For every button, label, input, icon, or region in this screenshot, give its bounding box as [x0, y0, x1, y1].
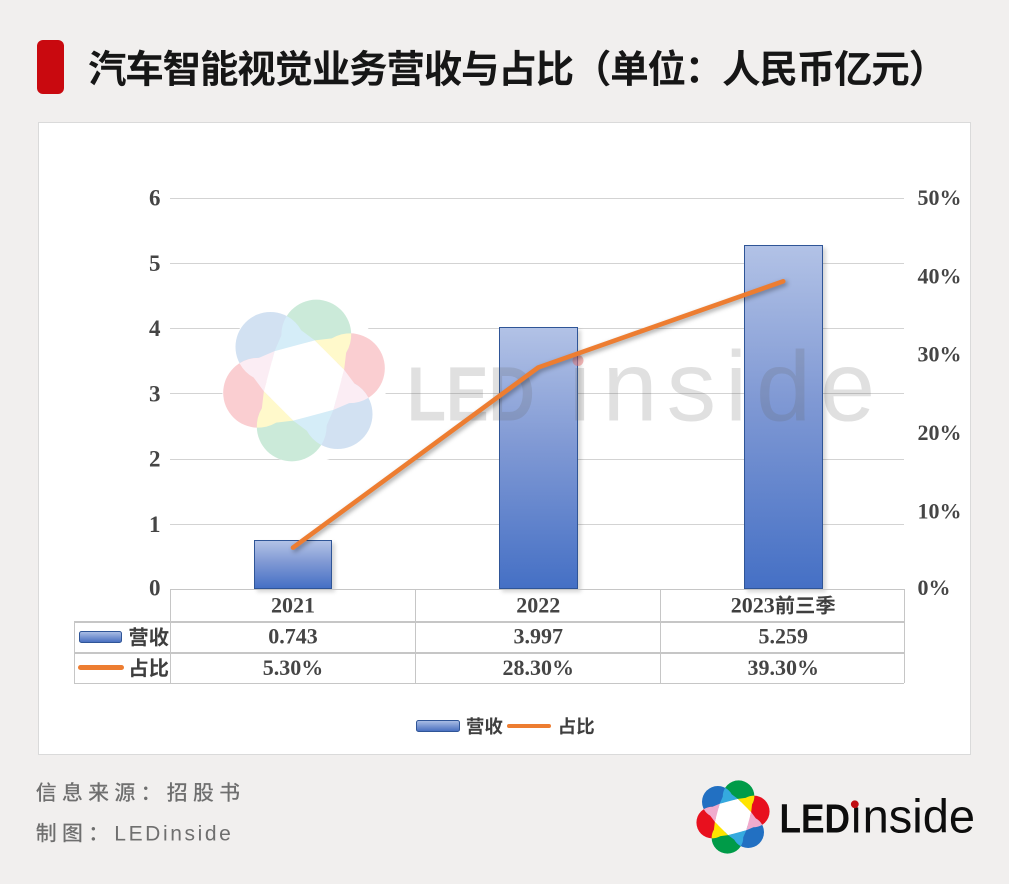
svg-text:LED: LED	[407, 351, 535, 437]
svg-text:2023: 2023	[731, 593, 775, 618]
svg-text:6: 6	[149, 186, 161, 211]
svg-text:LED: LED	[780, 796, 850, 842]
svg-text:50%: 50%	[918, 185, 962, 210]
svg-text:3: 3	[149, 381, 161, 406]
svg-text:0: 0	[149, 576, 161, 601]
svg-text:5: 5	[149, 251, 161, 276]
svg-text:5.259: 5.259	[758, 623, 808, 648]
svg-text:3.997: 3.997	[513, 623, 563, 648]
svg-text:10%: 10%	[918, 498, 962, 523]
svg-text:2: 2	[149, 447, 161, 472]
svg-text:0.743: 0.743	[268, 623, 318, 648]
svg-text:2021: 2021	[271, 593, 315, 618]
svg-text:ınside: ınside	[566, 331, 884, 442]
svg-text:5.30%: 5.30%	[263, 655, 324, 680]
svg-text:39.30%: 39.30%	[747, 655, 819, 680]
svg-text:28.30%: 28.30%	[502, 655, 574, 680]
svg-text:30%: 30%	[918, 342, 962, 367]
svg-text:4: 4	[149, 316, 161, 341]
svg-text:20%: 20%	[918, 420, 962, 445]
svg-text:ınside: ınside	[850, 790, 975, 843]
svg-text:2022: 2022	[516, 593, 560, 618]
svg-text:1: 1	[149, 512, 161, 537]
svg-text:40%: 40%	[918, 263, 962, 288]
svg-text:LEDinside: LEDinside	[114, 823, 233, 846]
svg-text:0%: 0%	[918, 575, 951, 600]
